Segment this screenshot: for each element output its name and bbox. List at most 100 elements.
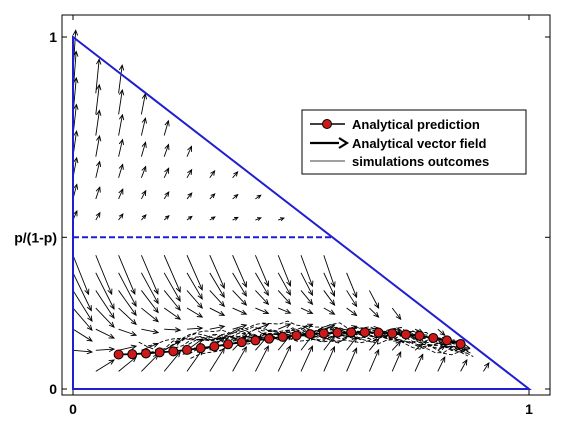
vector-arrow: [391, 351, 402, 372]
vector-arrow: [95, 359, 115, 372]
simplex-boundary-layer: [72, 34, 532, 390]
vector-arrowhead: [187, 215, 193, 221]
vector-arrowhead: [373, 311, 380, 318]
prediction-point: [277, 331, 288, 342]
simulation-path: [188, 326, 468, 353]
vector-arrowhead: [218, 324, 226, 330]
vector-arrow: [118, 328, 137, 336]
vector-arrowhead: [73, 156, 79, 164]
vector-arrowhead: [210, 193, 216, 199]
vector-arrow: [95, 255, 113, 295]
vector-arrow: [277, 272, 291, 296]
vector-arrow: [209, 325, 225, 330]
vector-arrow: [95, 59, 100, 94]
vector-arrow: [163, 144, 169, 157]
prediction-point: [127, 349, 138, 360]
vector-arrowhead: [196, 325, 204, 332]
vector-arrowhead: [108, 333, 116, 339]
vector-arrowhead: [263, 345, 269, 352]
vector-arrow: [232, 255, 247, 288]
vector-arrowhead: [330, 290, 336, 297]
vector-arrow: [186, 255, 203, 290]
vector-arrow: [483, 362, 490, 372]
vector-arrowhead: [285, 298, 292, 305]
vector-arrow: [163, 290, 181, 311]
vector-arrowhead: [118, 213, 124, 219]
vector-arrowhead: [210, 216, 216, 221]
vector-arrow: [346, 347, 358, 372]
vector-arrowhead: [196, 312, 204, 318]
vector-arrow: [72, 349, 93, 353]
vector-arrow: [72, 255, 89, 295]
legend-vector-arrowhead: [338, 137, 350, 149]
vector-arrow: [277, 290, 291, 305]
vector-arrowhead: [330, 345, 336, 353]
vector-arrowhead: [141, 141, 147, 148]
prediction-point: [428, 332, 439, 343]
vector-arrowhead: [118, 88, 125, 96]
x-tick-label: 0: [69, 401, 77, 417]
vector-arrow: [118, 290, 137, 316]
simulation-path: [204, 330, 467, 354]
vector-arrowhead: [351, 310, 358, 317]
prediction-point: [346, 327, 357, 338]
vector-arrowhead: [164, 119, 170, 127]
vector-arrowhead: [164, 191, 170, 197]
vector-arrowhead: [141, 189, 147, 196]
vector-arrow: [95, 135, 100, 157]
vector-arrowhead: [174, 327, 182, 333]
vector-arrowhead: [285, 344, 291, 352]
vector-arrowhead: [219, 282, 225, 290]
vector-arrowhead: [130, 319, 137, 326]
legend-label-prediction: Analytical prediction: [352, 117, 480, 132]
vector-arrow: [186, 169, 193, 179]
vector-arrow: [300, 272, 313, 296]
vector-arrow: [140, 255, 159, 295]
prediction-point: [359, 327, 370, 338]
vector-arrowhead: [262, 309, 270, 315]
y-tick-label: 1: [49, 29, 57, 45]
vector-arrow: [254, 255, 269, 287]
vector-arrowhead: [308, 280, 314, 288]
vector-arrowhead: [118, 138, 125, 146]
vector-arrowhead: [307, 298, 314, 306]
vector-arrowhead: [141, 165, 147, 173]
vector-arrowhead: [262, 323, 270, 329]
vector-arrow: [323, 290, 335, 306]
vector-arrow: [232, 171, 239, 179]
vector-arrowhead: [187, 145, 193, 152]
vector-arrowhead: [95, 160, 102, 168]
vector-arrowhead: [279, 217, 285, 222]
vector-arrow: [118, 345, 137, 351]
vector-arrow: [163, 191, 170, 200]
prediction-point: [373, 327, 384, 338]
vector-arrow: [346, 307, 357, 316]
vector-arrow: [277, 334, 291, 351]
prediction-point: [400, 329, 411, 340]
vector-arrowhead: [307, 323, 314, 329]
vector-arrowhead: [175, 295, 181, 302]
vector-arrow: [278, 323, 291, 330]
vector-arrow: [300, 307, 313, 314]
vector-arrowhead: [141, 214, 147, 220]
vector-arrow: [186, 307, 203, 318]
vector-arrowhead: [241, 299, 248, 306]
vector-arrow: [186, 327, 203, 330]
vector-arrowhead: [86, 336, 93, 342]
vector-arrowhead: [96, 83, 102, 91]
vector-arrow: [300, 290, 313, 305]
vector-arrowhead: [219, 291, 225, 299]
vector-arrow: [140, 166, 147, 178]
prediction-point: [195, 343, 206, 354]
vector-arrow: [323, 324, 335, 330]
vector-arrow: [141, 354, 159, 372]
vector-arrow: [118, 188, 124, 200]
y-tick-label: p/(1-p): [14, 229, 57, 245]
prediction-point: [414, 330, 425, 341]
vector-arrowhead: [152, 316, 160, 323]
vector-arrowhead: [284, 323, 292, 329]
vector-arrow: [232, 346, 247, 372]
vector-arrowhead: [95, 211, 101, 218]
simulation-path: [131, 320, 469, 355]
vector-arrow: [164, 328, 181, 331]
